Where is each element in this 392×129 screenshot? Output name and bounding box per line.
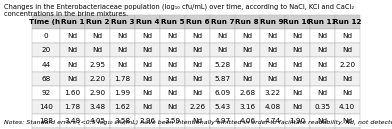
Text: Changes in the Enterobacteriaceae population (log₁₀ cfu/mL) over time, according: Changes in the Enterobacteriaceae popula… [4,4,354,17]
Text: Notes: Standard errors (<0.5 log₁₀ cfu/mL) have been intentionally omitted in or: Notes: Standard errors (<0.5 log₁₀ cfu/m… [4,120,392,125]
